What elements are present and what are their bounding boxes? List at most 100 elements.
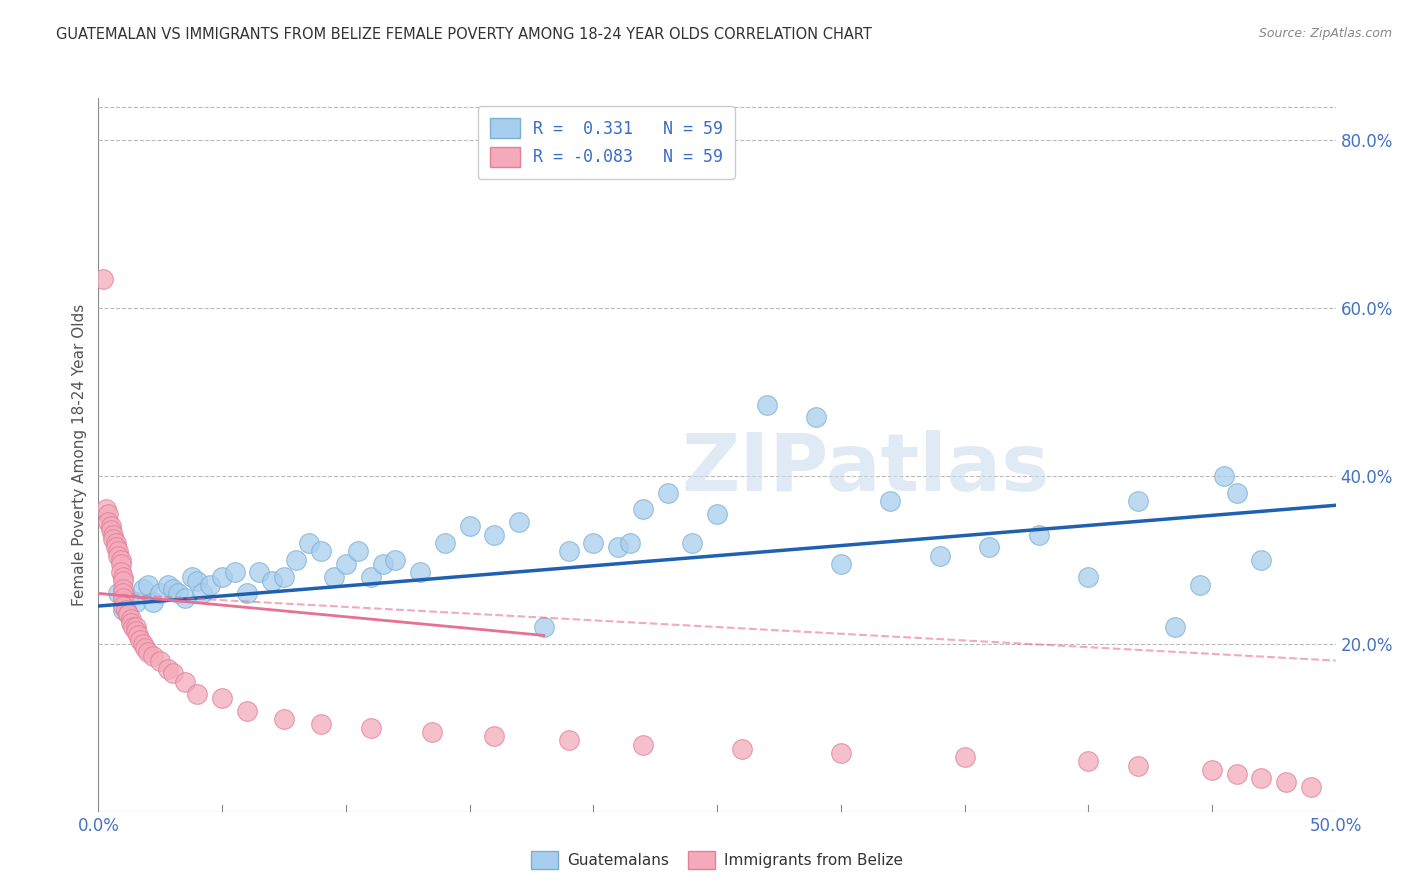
Point (631, 738, 654, 752)
Point (1226, 767, 1249, 781)
Point (136, 578, 159, 592)
Y-axis label: Female Poverty Among 18-24 Year Olds: Female Poverty Among 18-24 Year Olds (72, 304, 87, 606)
Point (433, 536, 456, 550)
Legend: Guatemalans, Immigrants from Belize: Guatemalans, Immigrants from Belize (524, 845, 910, 875)
Point (166, 586, 188, 600)
Point (156, 662, 179, 676)
Point (112, 586, 135, 600)
Point (557, 544, 579, 558)
Point (347, 544, 370, 558)
Point (134, 640, 156, 655)
Point (458, 519, 481, 533)
Point (100, 524, 122, 538)
Point (224, 566, 246, 580)
Point (879, 494, 901, 508)
Point (484, 729, 506, 743)
Point (94, 502, 117, 516)
Point (107, 544, 129, 558)
Point (285, 553, 308, 567)
Point (186, 574, 208, 588)
Point (508, 515, 530, 529)
Point (1077, 755, 1099, 769)
Point (619, 536, 641, 550)
Point (1213, 469, 1236, 483)
Point (122, 620, 145, 634)
Point (804, 410, 827, 425)
Point (953, 750, 976, 764)
Point (360, 569, 382, 583)
Point (211, 691, 233, 706)
Point (631, 502, 654, 516)
Point (162, 666, 184, 681)
Point (107, 586, 129, 600)
Point (582, 536, 605, 550)
Point (110, 553, 132, 567)
Point (124, 595, 146, 609)
Point (273, 712, 295, 726)
Point (211, 569, 233, 583)
Point (120, 615, 142, 630)
Point (100, 519, 122, 533)
Point (127, 628, 149, 642)
Point (93, 271, 115, 285)
Point (112, 591, 135, 605)
Point (236, 586, 259, 600)
Point (124, 624, 146, 639)
Point (110, 566, 132, 580)
Point (557, 733, 579, 747)
Point (104, 536, 127, 550)
Point (174, 674, 197, 689)
Point (97, 507, 120, 521)
Point (1126, 758, 1149, 772)
Point (533, 620, 555, 634)
Point (120, 612, 142, 626)
Point (186, 687, 208, 701)
Point (322, 569, 344, 583)
Point (1077, 569, 1099, 583)
Point (129, 632, 152, 647)
Point (97, 515, 120, 529)
Point (117, 607, 139, 622)
Point (1226, 485, 1249, 500)
Point (484, 527, 506, 541)
Point (1126, 494, 1149, 508)
Point (198, 578, 221, 592)
Point (104, 541, 127, 555)
Point (132, 582, 155, 597)
Point (1250, 553, 1272, 567)
Point (309, 544, 332, 558)
Point (335, 557, 357, 571)
Point (1188, 578, 1211, 592)
Point (979, 541, 1001, 555)
Point (928, 549, 950, 563)
Point (1164, 620, 1187, 634)
Point (112, 582, 135, 597)
Point (706, 507, 728, 521)
Point (142, 649, 165, 664)
Point (103, 527, 125, 541)
Point (136, 645, 159, 659)
Point (124, 620, 146, 634)
Text: ZIPatlas: ZIPatlas (682, 430, 1050, 508)
Point (103, 532, 125, 546)
Point (371, 557, 394, 571)
Point (149, 586, 172, 600)
Point (162, 582, 184, 597)
Point (731, 741, 754, 756)
Point (1028, 527, 1050, 541)
Point (384, 553, 406, 567)
Point (112, 574, 135, 588)
Point (191, 586, 214, 600)
Point (181, 569, 204, 583)
Point (1201, 763, 1223, 777)
Point (360, 721, 382, 735)
Point (681, 536, 703, 550)
Point (309, 716, 332, 731)
Point (117, 607, 139, 622)
Point (112, 603, 135, 617)
Point (1250, 771, 1272, 785)
Text: Source: ZipAtlas.com: Source: ZipAtlas.com (1258, 27, 1392, 40)
Point (174, 591, 197, 605)
Point (112, 569, 135, 583)
Point (273, 569, 295, 583)
